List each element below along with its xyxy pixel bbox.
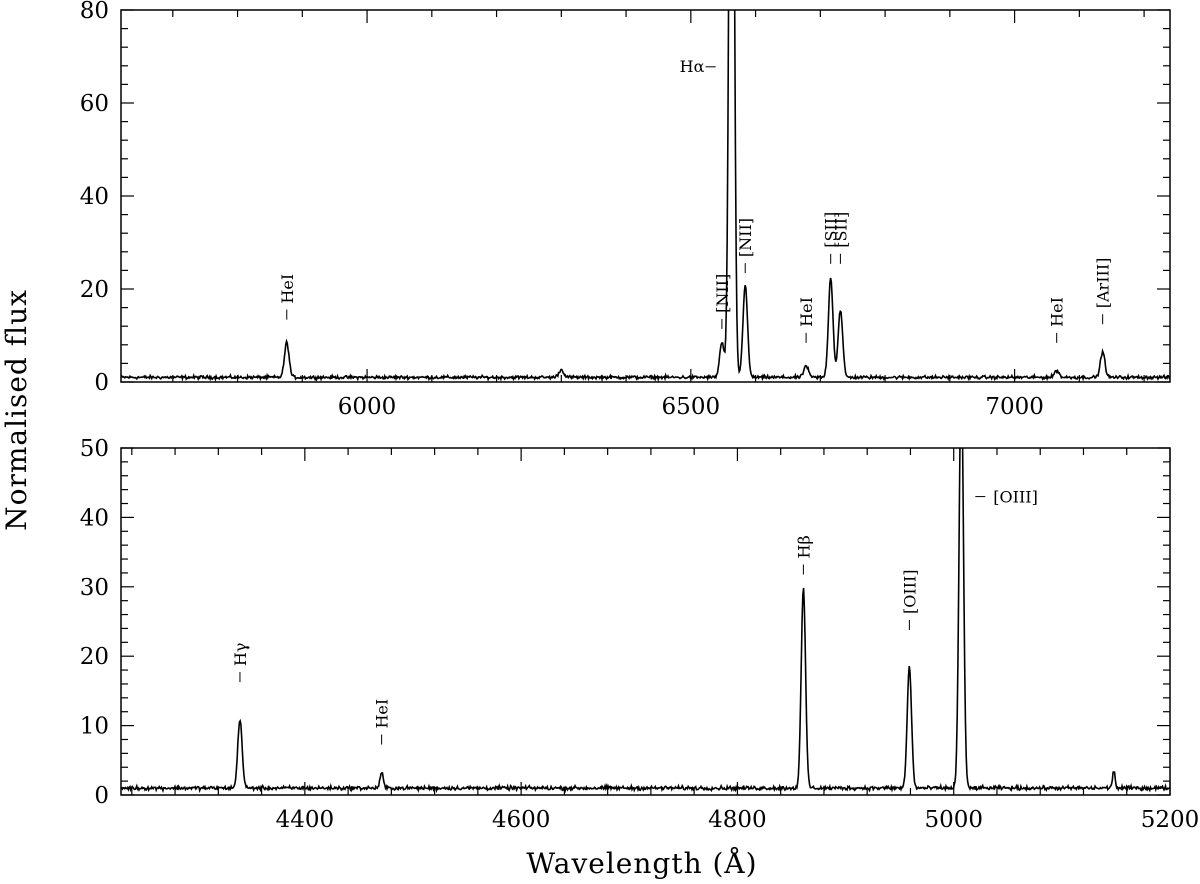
x-tick-label: 6500	[662, 394, 721, 420]
y-tick-label: 10	[80, 714, 109, 740]
x-axis-title: Wavelength (Å)	[526, 847, 757, 880]
line-label: HeI	[373, 699, 392, 729]
x-tick-label: 4600	[492, 807, 551, 833]
line-label: HeI	[1048, 297, 1067, 327]
plot-frame-bottom	[120, 447, 1171, 796]
line-label: Hα	[680, 57, 705, 76]
line-label: [NII]	[713, 274, 732, 313]
panel-top: 6000 6500 7000 0 20 40 60 80 HeI Hα [NII][NII] HeI […	[80, 0, 1171, 420]
x-tick-label: 4400	[276, 807, 335, 833]
line-label: [OIII]	[993, 488, 1038, 507]
y-tick-label: 60	[80, 91, 109, 117]
spectrum-line-bottom	[121, 448, 1170, 794]
y-tick-label: 50	[80, 436, 109, 462]
panel-bottom: 4400 4600 4800 5000 5200 0 10 20 30 40 50 Hγ HeI Hβ [O…	[80, 436, 1200, 833]
y-tick-label: 0	[94, 370, 109, 396]
line-label: [SII]	[822, 212, 841, 248]
y-tick-label: 0	[94, 783, 109, 809]
line-label: HeI	[278, 274, 297, 304]
y-tick-label: 40	[80, 184, 109, 210]
y-tick-label: 30	[80, 575, 109, 601]
x-tick-label: 5200	[1141, 807, 1200, 833]
plot-frame-top	[120, 9, 1171, 383]
y-tick-label: 80	[80, 0, 109, 24]
line-label: HeI	[797, 297, 816, 327]
y-axis-title: Normalised flux	[0, 289, 33, 531]
line-label: Hγ	[231, 643, 250, 667]
x-tick-label: 4800	[708, 807, 767, 833]
y-tick-label: 20	[80, 277, 109, 303]
line-label: Hβ	[794, 535, 813, 558]
spectrum-line-top	[121, 10, 1170, 382]
x-tick-label: 5000	[924, 807, 983, 833]
y-tick-label: 20	[80, 644, 109, 670]
x-tick-label: 6000	[338, 394, 397, 420]
line-label: [NII]	[736, 218, 755, 257]
line-label: [ArIII]	[1094, 258, 1113, 309]
y-tick-label: 40	[80, 505, 109, 531]
line-label: [SII]	[831, 212, 850, 248]
line-label: [OIII]	[900, 569, 919, 614]
x-tick-label: 7000	[985, 394, 1044, 420]
